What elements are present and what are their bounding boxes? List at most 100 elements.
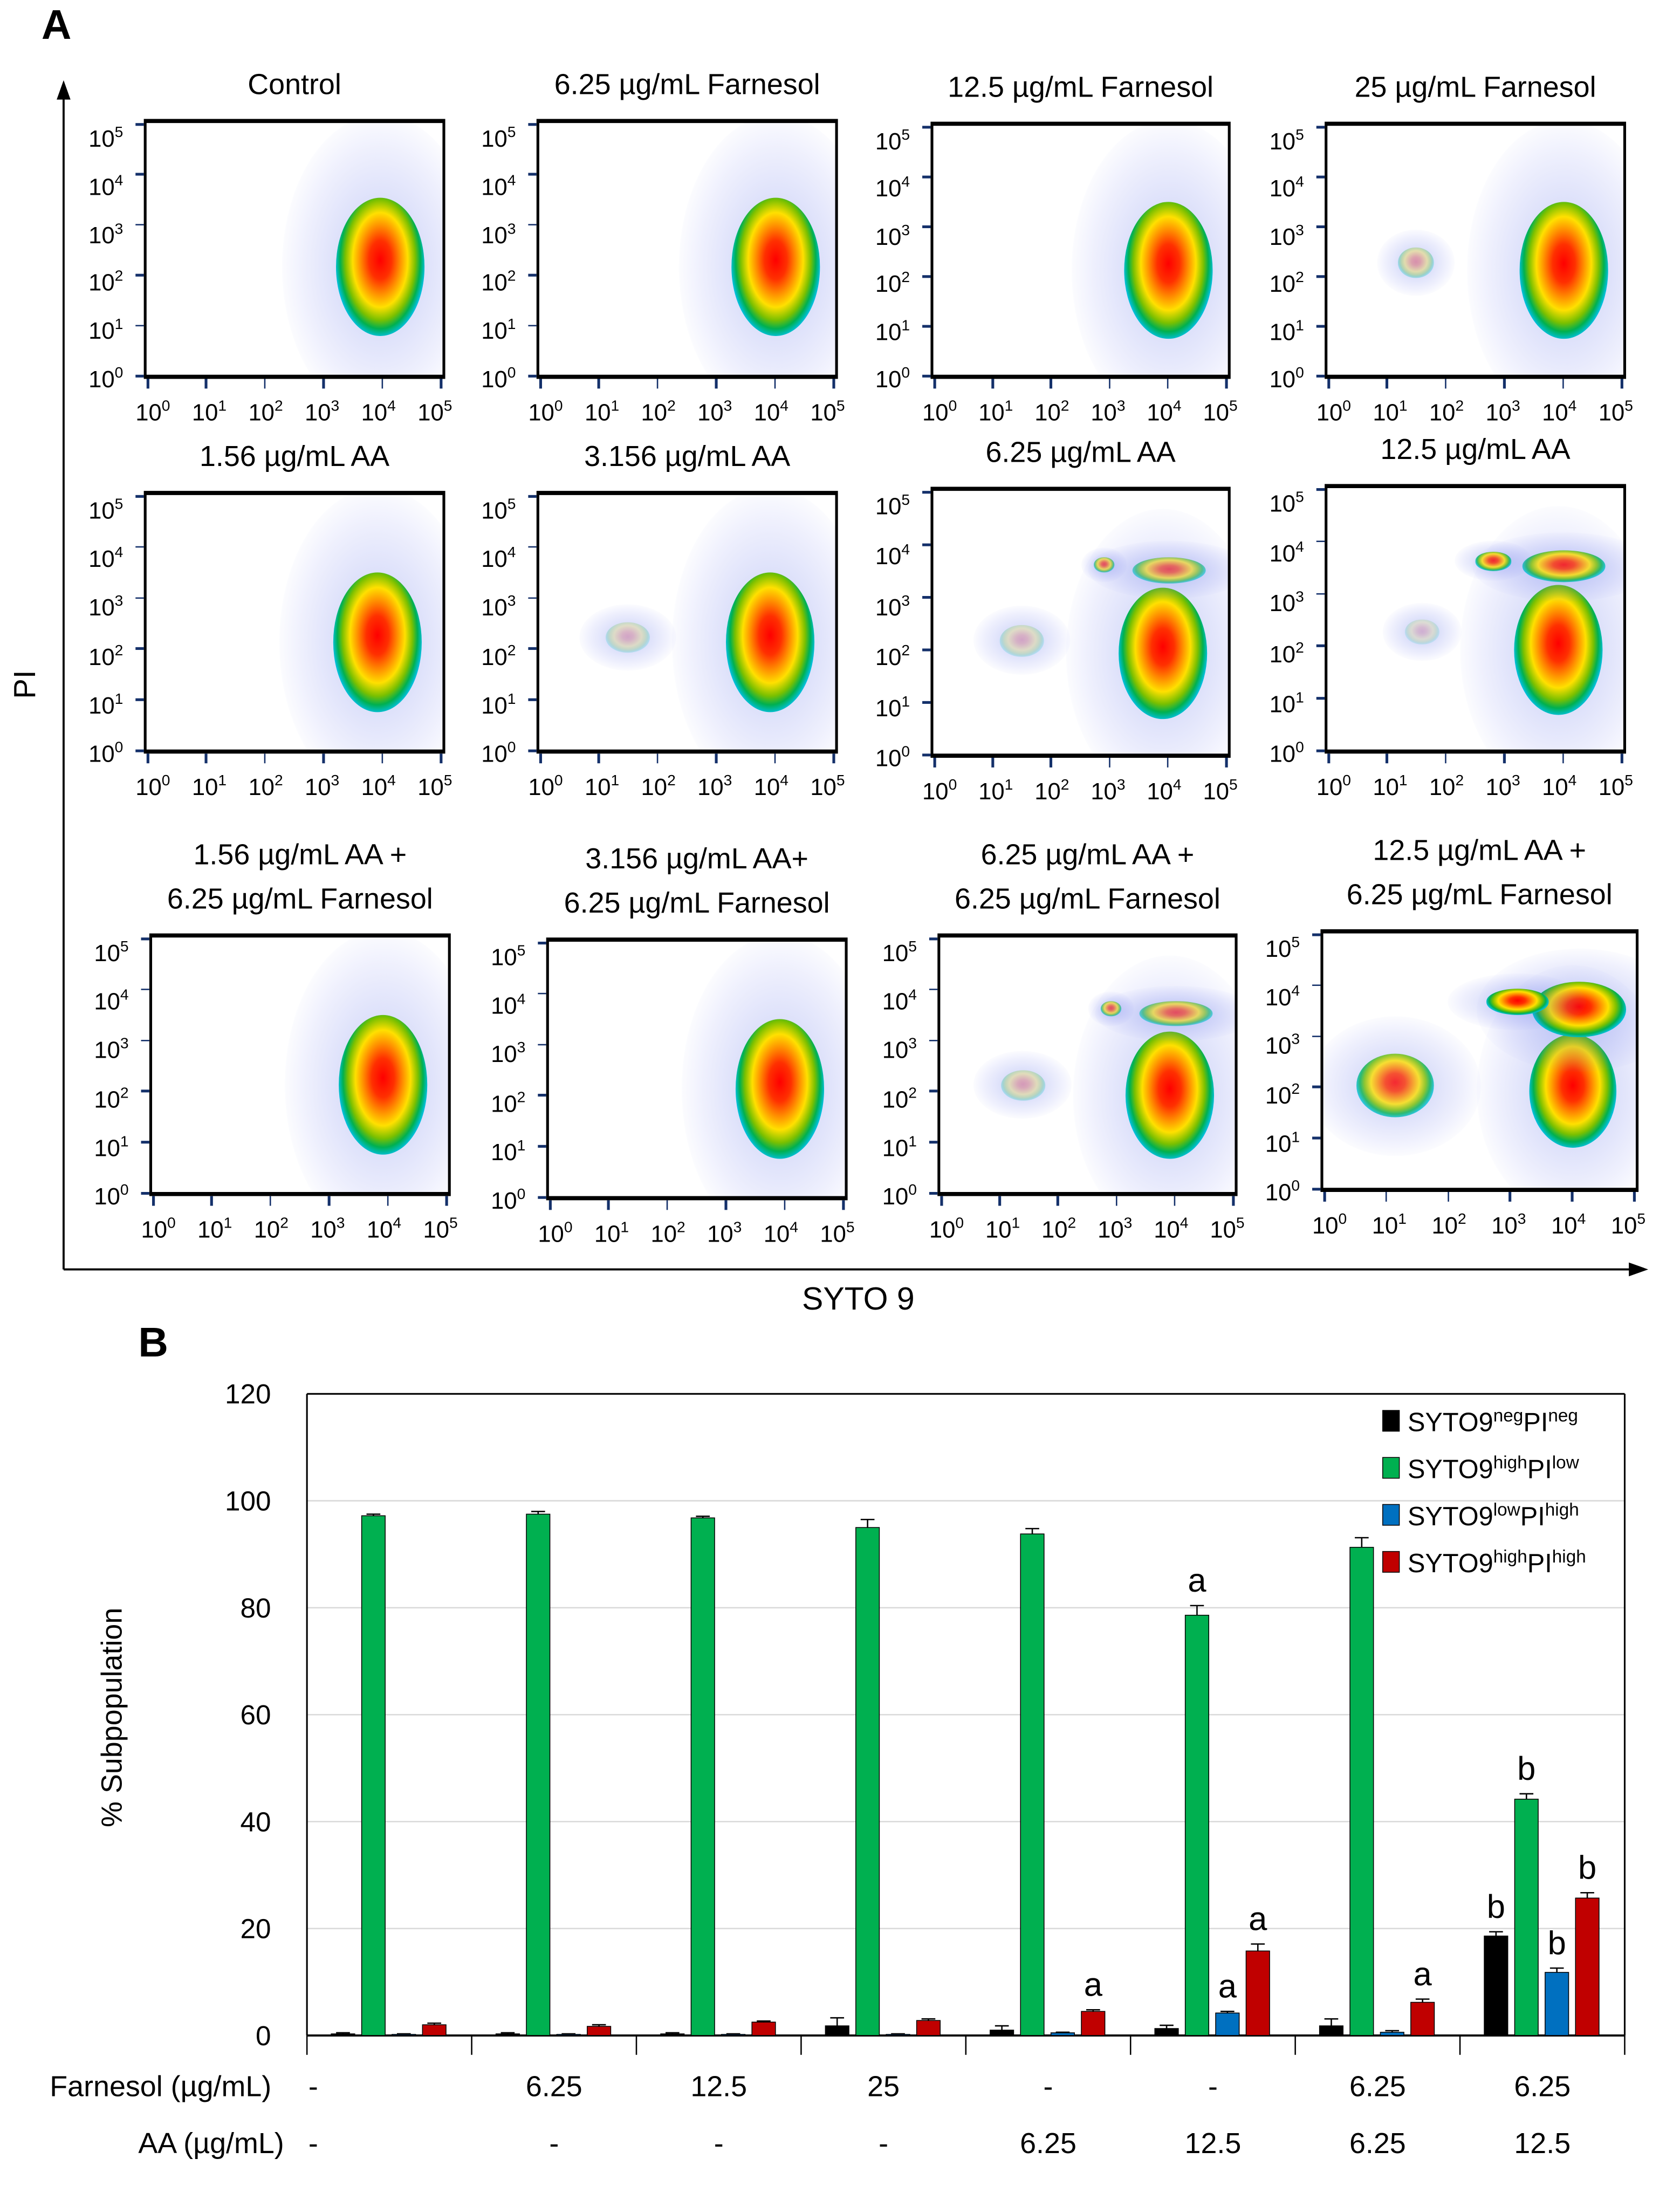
x-tick-label: 104 <box>1542 398 1577 426</box>
aa-value: 12.5 <box>1185 2127 1242 2160</box>
y-tick-mark <box>135 274 144 276</box>
x-tick-label: 105 <box>417 398 452 426</box>
bar <box>660 2033 685 2036</box>
bar <box>1184 1614 1210 2036</box>
x-tick-label: 102 <box>641 773 676 801</box>
y-tick-label: 101 <box>1269 689 1304 718</box>
x-tick-label: 103 <box>305 398 340 426</box>
x-tick-mark <box>1115 1196 1117 1206</box>
legend-label: SYTO9highPIhigh <box>1408 1547 1586 1578</box>
x-tick-label: 101 <box>985 1215 1020 1243</box>
x-tick-label: 101 <box>584 773 620 801</box>
y-tick-mark <box>528 324 537 327</box>
y-tick-mark <box>922 325 931 327</box>
x-tick-label: 102 <box>248 773 283 801</box>
y-tick-mark <box>922 595 931 598</box>
y-tick-label: 103 <box>481 593 516 622</box>
y-tick-label: 105 <box>1269 489 1304 517</box>
x-tick-mark <box>1447 1191 1450 1202</box>
y-tick-label: 104 <box>1265 983 1300 1011</box>
legend-text-part: PI <box>1520 1502 1545 1531</box>
x-tick-mark <box>933 757 936 768</box>
y-tick-label: 104 <box>882 988 917 1016</box>
x-tick-mark <box>264 379 266 389</box>
x-tick-label: 102 <box>1034 398 1069 426</box>
y-tick-mark <box>1312 984 1321 986</box>
x-tick-mark <box>440 379 442 389</box>
x-tick-mark <box>1503 753 1506 764</box>
y-tick-mark <box>1316 374 1325 377</box>
significance-label: a <box>1218 1968 1237 2005</box>
flow-plot: 6.25 µg/mL AA 100 100 101 101 102 102 103 103 104… <box>875 437 1238 803</box>
x-tick-mark <box>539 753 541 764</box>
y-tick-mark <box>135 324 144 327</box>
y-tick-mark <box>1316 225 1325 228</box>
x-tick-mark <box>933 379 936 389</box>
bar <box>751 2021 776 2036</box>
x-tick-label: 105 <box>1203 777 1238 805</box>
bar <box>990 2030 1014 2036</box>
bar <box>587 2026 612 2036</box>
significance-label: b <box>1548 1924 1566 1962</box>
x-tick-label: 100 <box>141 1215 176 1243</box>
x-tick-label: 105 <box>810 398 845 426</box>
y-tick-label: 60 <box>240 1700 271 1730</box>
y-tick-mark <box>922 648 931 651</box>
plot-title-line: 3.156 µg/mL AA+ <box>585 843 808 875</box>
x-tick-label: 104 <box>1147 398 1182 426</box>
x-tick-mark <box>832 753 835 764</box>
cell-population <box>725 572 815 713</box>
plot-title: 12.5 µg/mL Farnesol <box>875 66 1286 111</box>
cell-population <box>335 197 425 336</box>
y-tick-mark <box>528 495 537 497</box>
x-tick-mark <box>832 379 835 389</box>
bar <box>1081 2011 1106 2036</box>
y-tick-label: 101 <box>88 317 124 345</box>
x-tick-mark <box>1444 379 1447 389</box>
x-tick-label: 105 <box>820 1219 855 1248</box>
y-tick-label: 100 <box>1269 739 1304 768</box>
y-tick-mark <box>1316 126 1325 128</box>
y-tick-mark <box>528 597 537 599</box>
x-tick-label: 104 <box>753 398 788 426</box>
bar <box>916 2020 941 2036</box>
y-tick-label: 105 <box>1269 127 1304 155</box>
y-tick-mark <box>929 1090 938 1093</box>
legend-text-part: SYTO9 <box>1408 1502 1493 1531</box>
bar <box>1575 1897 1600 2036</box>
x-tick-mark <box>381 379 383 389</box>
x-tick-label: 100 <box>135 398 170 426</box>
cell-population <box>1100 1001 1122 1017</box>
aa-row-label: AA (µg/mL) <box>138 2127 284 2160</box>
x-tick-label: 104 <box>1154 1215 1189 1243</box>
x-tick-mark <box>205 753 208 764</box>
y-tick-mark <box>538 992 546 995</box>
legend-swatch <box>1382 1551 1400 1573</box>
y-tick-label: 101 <box>481 317 516 345</box>
x-tick-mark <box>1327 379 1330 389</box>
x-tick-mark <box>607 1200 610 1210</box>
x-tick-mark <box>1562 753 1564 764</box>
y-tick-mark <box>135 597 144 599</box>
x-tick-label: 103 <box>1485 773 1520 801</box>
y-tick-label: 102 <box>875 643 910 671</box>
y-tick-label: 105 <box>491 943 526 971</box>
x-tick-label: 102 <box>1429 398 1464 426</box>
x-tick-mark <box>146 753 149 764</box>
y-tick-mark <box>1316 697 1325 700</box>
x-tick-mark <box>1620 379 1623 389</box>
y-tick-label: 102 <box>1265 1080 1300 1109</box>
x-tick-label: 104 <box>366 1215 402 1243</box>
x-tick-mark <box>1620 753 1623 764</box>
aa-value: 12.5 <box>1514 2127 1571 2160</box>
y-tick-label: 103 <box>1269 590 1304 618</box>
flow-plot: Control 100 100 101 101 102 102 103 103 104 104 105… <box>88 69 452 424</box>
x-tick-mark <box>598 379 600 389</box>
panel-b-label: B <box>138 1320 168 1367</box>
y-tick-mark <box>922 275 931 278</box>
y-tick-label: 100 <box>491 1186 526 1215</box>
y-tick-mark <box>922 701 931 703</box>
x-tick-label: 104 <box>1542 773 1577 801</box>
x-tick-mark <box>724 1200 727 1210</box>
x-tick-label: 105 <box>1598 398 1633 426</box>
